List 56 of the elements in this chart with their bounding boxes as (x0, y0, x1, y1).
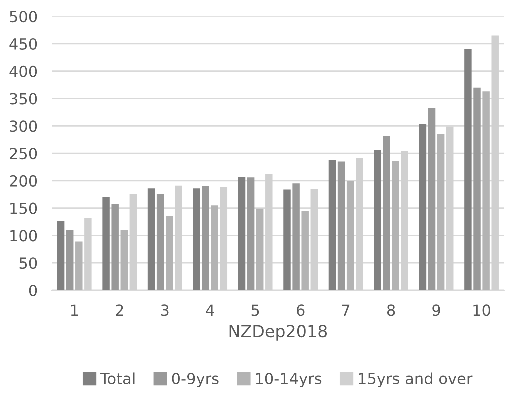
legend-label: 0-9yrs (172, 372, 219, 388)
x-tick-label: 6 (297, 304, 305, 316)
bar (256, 208, 264, 290)
x-tick-label: 9 (432, 304, 440, 316)
y-tick-label: 450 (10, 38, 38, 50)
y-tick-label: 50 (20, 258, 38, 270)
bar (57, 221, 65, 290)
bar (66, 230, 74, 290)
bar (284, 190, 291, 290)
bar (166, 216, 174, 290)
bar (383, 136, 390, 290)
bar (193, 188, 200, 290)
y-tick-label: 100 (10, 230, 38, 242)
bar (338, 162, 346, 290)
bar (346, 180, 354, 290)
bar (428, 108, 436, 290)
x-tick-label: 8 (387, 304, 396, 316)
x-axis-title: NZDep2018 (230, 325, 328, 341)
bar (148, 188, 156, 290)
bar (156, 194, 164, 290)
bar (328, 160, 336, 290)
legend-label: 10-14yrs (256, 372, 322, 388)
bar (112, 204, 119, 290)
bar (419, 124, 427, 290)
bar (238, 177, 246, 290)
y-tick-label: 150 (10, 202, 38, 214)
bar (120, 230, 128, 290)
bar (247, 178, 255, 290)
bar (76, 242, 83, 290)
x-tick-label: 10 (474, 304, 490, 316)
x-tick-label: 7 (342, 304, 350, 316)
bar (374, 150, 382, 290)
legend-label: 15yrs and over (359, 372, 473, 388)
x-tick-label: 4 (206, 304, 214, 316)
bar (202, 186, 210, 290)
y-tick-label: 350 (10, 93, 38, 105)
bar (437, 134, 445, 290)
bar (464, 49, 472, 290)
x-tick-label: 5 (252, 304, 260, 316)
bar (292, 184, 300, 290)
legend-label: Total (100, 372, 135, 385)
bar (474, 88, 481, 290)
x-tick-label: 1 (71, 304, 78, 316)
bar (211, 206, 218, 290)
y-tick-label: 200 (10, 175, 38, 187)
y-tick-label: 500 (10, 11, 38, 23)
bar (392, 161, 400, 290)
y-tick-label: 300 (10, 120, 38, 132)
y-tick-label: 400 (10, 66, 38, 78)
x-tick-label: 3 (161, 304, 169, 316)
y-tick-label: 0 (29, 284, 38, 297)
bar (102, 197, 110, 290)
y-tick-label: 250 (10, 148, 38, 160)
x-tick-label: 2 (116, 304, 124, 316)
bar (302, 211, 309, 290)
bar (482, 92, 490, 290)
